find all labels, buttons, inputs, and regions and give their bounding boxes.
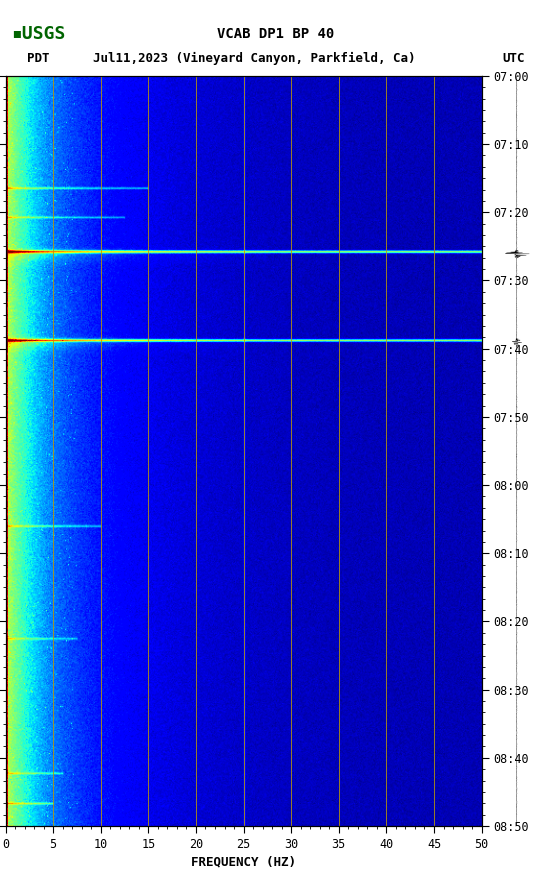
Text: UTC: UTC (502, 52, 525, 65)
Text: ▪USGS: ▪USGS (11, 25, 65, 43)
Text: Jul11,2023 (Vineyard Canyon, Parkfield, Ca): Jul11,2023 (Vineyard Canyon, Parkfield, … (93, 52, 416, 65)
Text: VCAB DP1 BP 40: VCAB DP1 BP 40 (217, 27, 335, 40)
Text: PDT: PDT (27, 52, 50, 65)
X-axis label: FREQUENCY (HZ): FREQUENCY (HZ) (191, 855, 296, 868)
